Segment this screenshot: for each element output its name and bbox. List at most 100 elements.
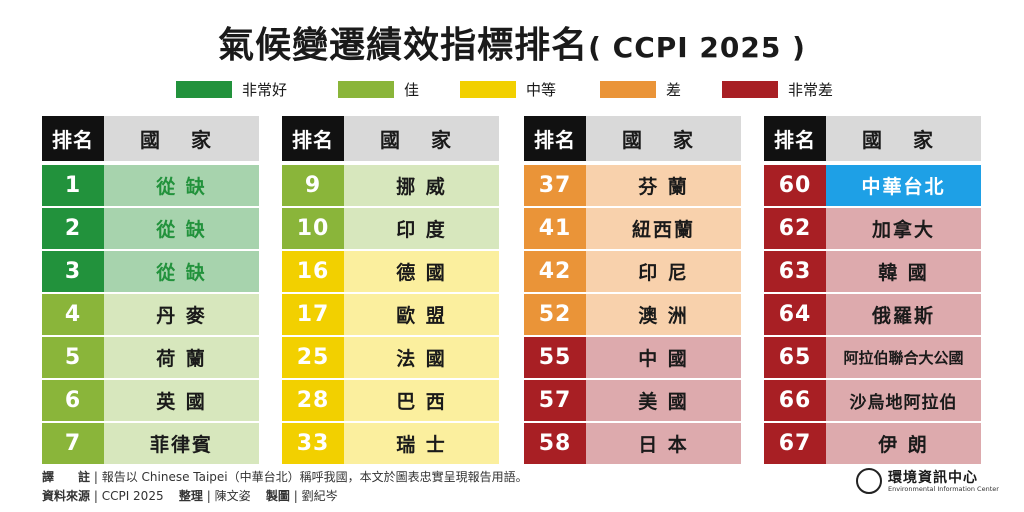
- footer-separator-icon: |: [206, 489, 215, 503]
- table-header: 排名國 家: [524, 116, 741, 161]
- country-cell: 德 國: [344, 251, 499, 292]
- legend-label: 中等: [526, 80, 557, 99]
- legend-swatch: [722, 80, 778, 98]
- footer-source-text: CCPI 2025: [101, 489, 164, 503]
- legend-label: 佳: [404, 80, 420, 99]
- header-country: 國 家: [826, 116, 981, 161]
- rank-cell: 6: [42, 380, 104, 421]
- footer-editor-label: 整理: [178, 489, 203, 503]
- country-cell: 從 缺: [104, 251, 259, 292]
- table-row: 64 俄羅斯: [764, 294, 981, 337]
- table-row: 33 瑞 士: [282, 423, 499, 464]
- rank-cell: 7: [42, 423, 104, 464]
- table-row: 17 歐 盟: [282, 294, 499, 337]
- table-header: 排名國 家: [42, 116, 259, 161]
- title-sub: ( CCPI 2025 ): [588, 31, 806, 64]
- legend-label: 差: [666, 80, 682, 99]
- rank-cell: 9: [282, 165, 344, 206]
- country-cell: 紐西蘭: [586, 208, 741, 249]
- country-cell: 丹 麥: [104, 294, 259, 335]
- footer-source: 資料來源 | CCPI 2025 整理 | 陳文姿 製圖 | 劉紀岑: [42, 487, 338, 504]
- rank-cell: 64: [764, 294, 826, 335]
- table-row: 63 韓 國: [764, 251, 981, 294]
- table-header: 排名國 家: [282, 116, 499, 161]
- country-cell: 挪 威: [344, 165, 499, 206]
- rank-cell: 28: [282, 380, 344, 421]
- rank-cell: 41: [524, 208, 586, 249]
- header-rank: 排名: [524, 116, 586, 161]
- footer-chart-label: 製圖: [265, 489, 290, 503]
- country-cell: 日 本: [586, 423, 741, 464]
- country-cell: 伊 朗: [826, 423, 981, 464]
- header-rank: 排名: [42, 116, 104, 161]
- footer-separator-icon: |: [293, 489, 302, 503]
- legend-item: 佳: [338, 79, 419, 99]
- country-cell: 阿拉伯聯合大公國: [826, 337, 981, 378]
- rank-cell: 37: [524, 165, 586, 206]
- table-row: 37 芬 蘭: [524, 165, 741, 208]
- table-row: 62 加拿大: [764, 208, 981, 251]
- country-cell: 從 缺: [104, 165, 259, 206]
- rank-cell: 60: [764, 165, 826, 206]
- country-cell: 加拿大: [826, 208, 981, 249]
- rank-cell: 10: [282, 208, 344, 249]
- table-row: 42 印 尼: [524, 251, 741, 294]
- logo-globe-icon: [856, 468, 882, 494]
- country-cell: 美 國: [586, 380, 741, 421]
- rank-cell: 65: [764, 337, 826, 378]
- legend-label: 非常差: [788, 80, 834, 99]
- legend: 非常好 佳 中等 差 非常差: [176, 79, 876, 99]
- rank-cell: 58: [524, 423, 586, 464]
- rank-cell: 33: [282, 423, 344, 464]
- country-cell: 澳 洲: [586, 294, 741, 335]
- footer-note-label: 譯 註: [42, 470, 91, 484]
- country-cell: 印 度: [344, 208, 499, 249]
- rank-cell: 57: [524, 380, 586, 421]
- country-cell: 從 缺: [104, 208, 259, 249]
- country-cell: 芬 蘭: [586, 165, 741, 206]
- header-country: 國 家: [586, 116, 741, 161]
- table-row: 28 巴 西: [282, 380, 499, 423]
- table-row: 52 澳 洲: [524, 294, 741, 337]
- rank-cell: 2: [42, 208, 104, 249]
- table-row: 25 法 國: [282, 337, 499, 380]
- country-cell: 菲律賓: [104, 423, 259, 464]
- rank-cell: 3: [42, 251, 104, 292]
- footer-separator-icon: |: [93, 470, 102, 484]
- rank-cell: 4: [42, 294, 104, 335]
- rank-cell: 55: [524, 337, 586, 378]
- ranking-table: 排名國 家 37 芬 蘭 41 紐西蘭 42 印 尼 52 澳 洲 55 中 國 57 美 國 58 日 本: [524, 116, 741, 464]
- rank-cell: 66: [764, 380, 826, 421]
- table-row: 58 日 本: [524, 423, 741, 464]
- table-row: 57 美 國: [524, 380, 741, 423]
- country-cell: 韓 國: [826, 251, 981, 292]
- rank-cell: 17: [282, 294, 344, 335]
- header-country: 國 家: [104, 116, 259, 161]
- logo-name: 環境資訊中心: [888, 470, 978, 486]
- country-cell: 中 國: [586, 337, 741, 378]
- legend-swatch: [600, 80, 656, 98]
- legend-swatch: [460, 80, 516, 98]
- rank-cell: 1: [42, 165, 104, 206]
- rank-cell: 62: [764, 208, 826, 249]
- table-row: 16 德 國: [282, 251, 499, 294]
- table-row: 41 紐西蘭: [524, 208, 741, 251]
- rank-cell: 67: [764, 423, 826, 464]
- title-main: 氣候變遷績效指標排名: [218, 25, 589, 66]
- table-row: 7 菲律賓: [42, 423, 259, 464]
- country-cell: 巴 西: [344, 380, 499, 421]
- country-cell: 印 尼: [586, 251, 741, 292]
- logo: 環境資訊中心 Environmental Information Center: [856, 467, 999, 497]
- footer-source-label: 資料來源: [42, 489, 91, 503]
- rank-cell: 5: [42, 337, 104, 378]
- table-row: 55 中 國: [524, 337, 741, 380]
- country-cell: 法 國: [344, 337, 499, 378]
- rank-cell: 63: [764, 251, 826, 292]
- table-row: 10 印 度: [282, 208, 499, 251]
